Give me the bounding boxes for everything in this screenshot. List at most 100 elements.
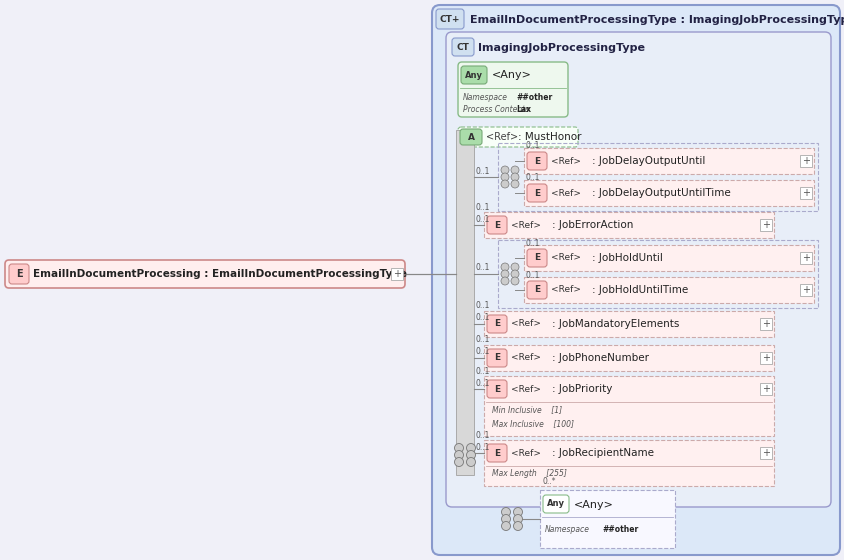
Bar <box>456 130 473 475</box>
Bar <box>759 219 771 231</box>
FancyBboxPatch shape <box>459 129 481 145</box>
Bar <box>799 187 811 199</box>
Text: E: E <box>533 189 539 198</box>
Text: 0..1: 0..1 <box>475 335 490 344</box>
Text: 0..1: 0..1 <box>475 431 490 440</box>
Bar <box>799 155 811 167</box>
Text: E: E <box>494 353 500 362</box>
Circle shape <box>500 507 510 516</box>
Text: Lax: Lax <box>516 105 530 114</box>
Text: A: A <box>467 133 474 142</box>
Text: <Ref>: <Ref> <box>550 189 581 198</box>
Circle shape <box>454 444 463 452</box>
Text: +: + <box>801 156 809 166</box>
FancyBboxPatch shape <box>486 380 506 398</box>
Circle shape <box>513 507 522 516</box>
Circle shape <box>466 444 475 452</box>
Circle shape <box>500 270 508 278</box>
Text: ##other: ##other <box>516 92 552 101</box>
Text: <Ref>: <Ref> <box>511 320 540 329</box>
Text: Min Inclusive    [1]: Min Inclusive [1] <box>491 405 561 414</box>
Text: <Any>: <Any> <box>491 70 531 80</box>
Text: Namespace: Namespace <box>544 525 589 534</box>
Circle shape <box>511 166 518 174</box>
Text: 0..1: 0..1 <box>525 239 539 248</box>
Text: <Ref>: <Ref> <box>511 385 540 394</box>
Text: 0..1: 0..1 <box>475 379 490 388</box>
Text: CT+: CT+ <box>439 15 460 24</box>
Bar <box>484 440 773 486</box>
Text: Namespace: Namespace <box>463 92 507 101</box>
Circle shape <box>511 180 518 188</box>
FancyBboxPatch shape <box>446 32 830 507</box>
Text: +: + <box>801 285 809 295</box>
Text: <Ref>: <Ref> <box>511 449 540 458</box>
FancyBboxPatch shape <box>527 152 546 170</box>
Bar <box>523 180 813 206</box>
Text: : JobHoldUntilTime: : JobHoldUntilTime <box>592 285 687 295</box>
Text: ##other: ##other <box>601 525 637 534</box>
Text: <Ref>: <Ref> <box>550 286 581 295</box>
Circle shape <box>500 166 508 174</box>
Text: +: + <box>801 253 809 263</box>
Text: 0..1: 0..1 <box>475 203 490 212</box>
Text: : JobErrorAction: : JobErrorAction <box>551 220 633 230</box>
FancyBboxPatch shape <box>486 349 506 367</box>
Text: +: + <box>761 353 769 363</box>
FancyBboxPatch shape <box>457 127 577 147</box>
Text: E: E <box>494 385 500 394</box>
Text: 0..1: 0..1 <box>475 442 490 451</box>
Circle shape <box>500 521 510 530</box>
FancyBboxPatch shape <box>436 9 463 29</box>
Text: CT: CT <box>456 43 469 52</box>
Text: : JobPriority: : JobPriority <box>551 384 612 394</box>
Circle shape <box>466 450 475 460</box>
Text: E: E <box>494 449 500 458</box>
Bar <box>391 268 403 280</box>
Text: 0..1: 0..1 <box>475 314 490 323</box>
Bar <box>759 383 771 395</box>
Bar <box>799 284 811 296</box>
Circle shape <box>513 521 522 530</box>
Text: : JobHoldUntil: : JobHoldUntil <box>592 253 662 263</box>
Circle shape <box>511 277 518 285</box>
Text: : JobRecipientName: : JobRecipientName <box>551 448 653 458</box>
Text: +: + <box>801 188 809 198</box>
Text: 0..1: 0..1 <box>475 214 490 223</box>
Text: <Ref>: <Ref> <box>550 156 581 166</box>
FancyBboxPatch shape <box>543 495 568 513</box>
Text: : JobMandatoryElements: : JobMandatoryElements <box>551 319 679 329</box>
Circle shape <box>500 263 508 271</box>
Text: +: + <box>761 319 769 329</box>
Text: Max Length    [255]: Max Length [255] <box>491 469 566 478</box>
Text: EmailInDocumentProcessing : EmailInDocumentProcessingType: EmailInDocumentProcessing : EmailInDocum… <box>33 269 407 279</box>
Bar <box>484 212 773 238</box>
FancyBboxPatch shape <box>452 38 473 56</box>
Circle shape <box>500 515 510 524</box>
Text: 0..1: 0..1 <box>475 264 490 273</box>
Text: +: + <box>761 220 769 230</box>
Bar <box>523 277 813 303</box>
Bar <box>539 490 674 548</box>
FancyBboxPatch shape <box>9 264 29 284</box>
FancyBboxPatch shape <box>486 216 506 234</box>
Bar <box>759 447 771 459</box>
Text: Any: Any <box>464 71 483 80</box>
Circle shape <box>511 263 518 271</box>
Text: : JobPhoneNumber: : JobPhoneNumber <box>551 353 648 363</box>
Circle shape <box>454 450 463 460</box>
Text: E: E <box>533 254 539 263</box>
Text: 0..1: 0..1 <box>475 301 490 310</box>
Bar <box>497 240 817 308</box>
Text: ImagingJobProcessingType: ImagingJobProcessingType <box>478 43 644 53</box>
Bar <box>759 318 771 330</box>
Text: 0..1: 0..1 <box>475 366 490 376</box>
Text: : MustHonor: : MustHonor <box>517 132 581 142</box>
Text: +: + <box>761 384 769 394</box>
FancyBboxPatch shape <box>527 249 546 267</box>
Text: <Ref>: <Ref> <box>485 132 517 142</box>
Text: +: + <box>392 269 401 279</box>
Text: 0..1: 0..1 <box>475 348 490 357</box>
Text: 0..1: 0..1 <box>475 166 490 175</box>
Bar <box>523 245 813 271</box>
